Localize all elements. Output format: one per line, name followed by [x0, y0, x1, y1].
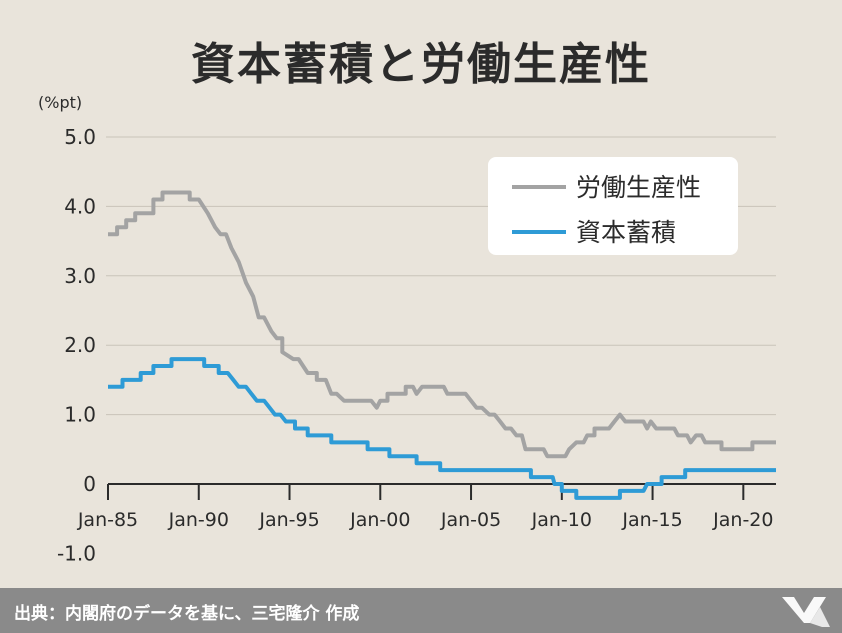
y-axis-ticks: 5.0 4.0 3.0 2.0 1.0 0 -1.0 [57, 125, 96, 565]
y-tick-label: 4.0 [64, 194, 96, 218]
legend-label: 資本蓄積 [576, 218, 676, 247]
page-title: 資本蓄積と労働生産性 [191, 39, 651, 90]
y-tick-label: 2.0 [64, 333, 96, 357]
y-tick-label: 3.0 [64, 264, 96, 288]
x-tick-label: Jan-20 [712, 509, 773, 531]
series-line-capital [108, 357, 776, 500]
footer-bar: 出典：内閣府のデータを基に、三宅隆介 作成 [0, 588, 842, 633]
y-tick-label: -1.0 [57, 541, 96, 565]
gridlines [106, 136, 776, 416]
y-axis-label: (%pt) [38, 93, 82, 112]
chart-area: 5.04.03.02.01.00-1.0 (%pt) Jan-85 Jan-90 J… [38, 93, 776, 565]
legend-label: 労働生産性 [576, 173, 701, 202]
x-tick-label: Jan-85 [77, 509, 138, 531]
series-lines [108, 190, 776, 500]
y-tick-label: 1.0 [64, 403, 96, 427]
brand-logo-icon [782, 597, 830, 627]
x-axis: Jan-85 Jan-90 Jan-95 Jan-00 Jan-05 Jan-10 Jan-… [77, 483, 776, 531]
series-line-labor [108, 190, 776, 459]
x-tick-label: Jan-15 [621, 509, 682, 531]
y-tick-label: 0 [83, 472, 96, 496]
x-tick-label: Jan-90 [168, 509, 229, 531]
x-tick-label: Jan-00 [349, 509, 410, 531]
x-tick-label: Jan-10 [531, 509, 592, 531]
y-tick-label: 5.0 [64, 125, 96, 149]
x-tick-label: Jan-95 [258, 509, 319, 531]
source-note: 出典：内閣府のデータを基に、三宅隆介 作成 [14, 604, 360, 624]
x-tick-label: Jan-05 [440, 509, 501, 531]
